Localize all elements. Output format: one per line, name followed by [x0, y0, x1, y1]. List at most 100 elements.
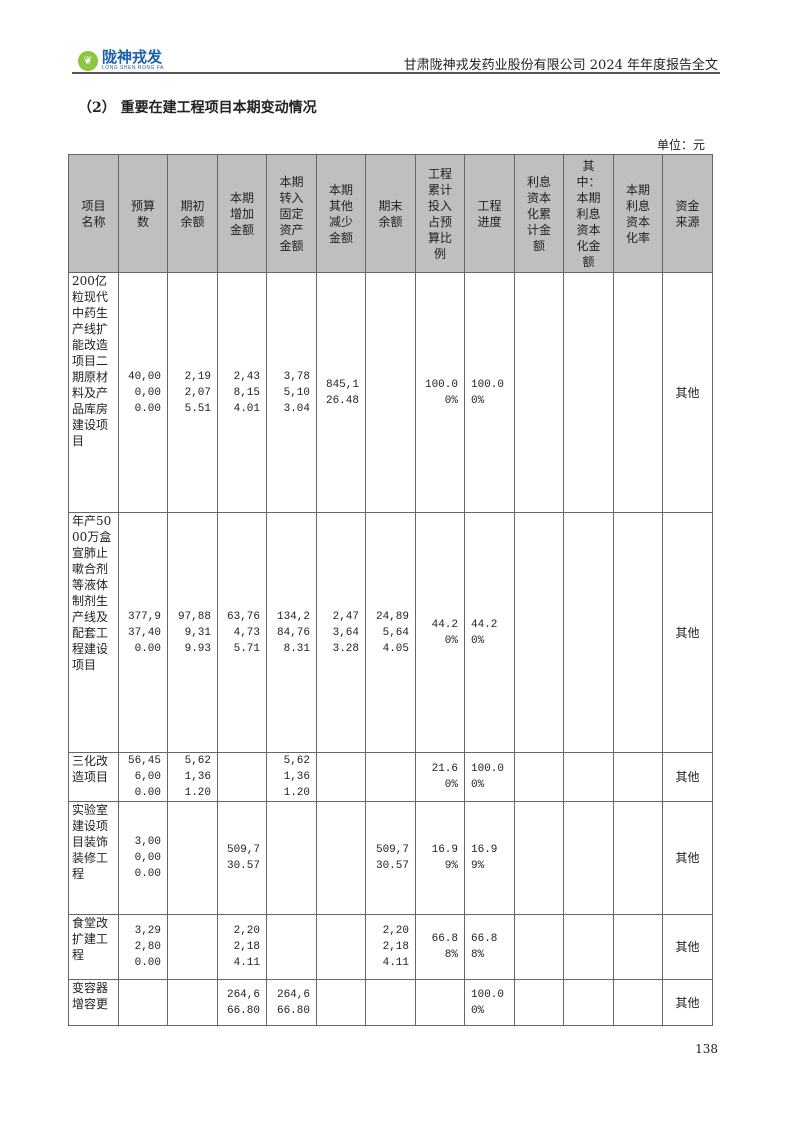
column-header: 本期转入固定资产金额 — [266, 154, 317, 273]
table-cell — [316, 914, 366, 980]
table-row: 变容器增容更 264,666.80 264,666.80 100.00% 其他 — [68, 979, 713, 1026]
document-title: 甘肃陇神戎发药业股份有限公司 2024 年年度报告全文 — [403, 58, 718, 73]
column-header: 工程累计投入占预算比例 — [415, 154, 465, 273]
table-row: 200亿粒现代中药生产线扩能改造项目二期原材料及产品库房建设项目 40,000,0… — [68, 272, 713, 513]
table-cell: 509,730.57 — [217, 801, 267, 915]
table-cell — [514, 914, 564, 980]
table-cell — [514, 272, 564, 513]
table-cell: 21.60% — [415, 752, 465, 802]
table-cell — [316, 979, 366, 1026]
column-header: 本期其他减少金额 — [316, 154, 366, 273]
table-cell — [167, 801, 218, 915]
logo-icon: ❦ — [78, 50, 98, 71]
table-cell — [613, 801, 663, 915]
table-cell — [266, 914, 317, 980]
column-header: 工程进度 — [464, 154, 515, 273]
table-cell: 5,621,361.20 — [266, 752, 317, 802]
table-cell: 66.88% — [464, 914, 515, 980]
table-cell — [514, 512, 564, 753]
header-divider — [72, 72, 720, 74]
column-header: 期初余额 — [167, 154, 218, 273]
table-cell: 其他 — [662, 272, 713, 513]
table-cell — [563, 979, 614, 1026]
table-cell — [316, 801, 366, 915]
table-cell — [563, 914, 614, 980]
table-cell — [514, 979, 564, 1026]
table-cell — [415, 979, 465, 1026]
table-cell: 845,126.48 — [316, 272, 366, 513]
column-header: 其中：本期利息资本化金额 — [563, 154, 614, 273]
table-cell: 44.20% — [415, 512, 465, 753]
table-cell — [563, 752, 614, 802]
table-cell: 40,000,000.00 — [118, 272, 168, 513]
table-cell — [266, 801, 317, 915]
table-cell — [613, 752, 663, 802]
unit-label: 单位：元 — [656, 138, 705, 152]
table-cell — [167, 979, 218, 1026]
table-cell: 年产5000万盒宣肺止嗽合剂等液体制剂生产线及配套工程建设项目 — [68, 512, 119, 753]
table-cell: 44.20% — [464, 512, 515, 753]
table-cell: 2,202,184.11 — [217, 914, 267, 980]
table-cell: 509,730.57 — [365, 801, 416, 915]
table-cell: 100.00% — [464, 752, 515, 802]
column-header: 预算数 — [118, 154, 168, 273]
table-header-row: 项目名称 预算数 期初余额 本期增加金额 本期转入固定资产金额 本期其他减少金额 期末余额工… — [68, 154, 713, 273]
table-cell: 其他 — [662, 752, 713, 802]
table-cell — [563, 272, 614, 513]
table-cell — [316, 752, 366, 802]
table-cell — [514, 801, 564, 915]
table-cell — [365, 272, 416, 513]
table-cell: 食堂改扩建工程 — [68, 914, 119, 980]
table-cell — [514, 752, 564, 802]
table-cell — [613, 979, 663, 1026]
column-header: 项目名称 — [68, 154, 119, 273]
construction-projects-table: 项目名称 预算数 期初余额 本期增加金额 本期转入固定资产金额 本期其他减少金额 期末余额工… — [68, 154, 713, 1026]
column-header: 本期利息资本化率 — [613, 154, 663, 273]
table-cell — [217, 752, 267, 802]
table-cell: 2,192,075.51 — [167, 272, 218, 513]
table-cell: 264,666.80 — [266, 979, 317, 1026]
page-number: 138 — [695, 1042, 718, 1056]
table-row: 食堂改扩建工程 3,292,800.00 2,202,184.11 2,202,184… — [68, 914, 713, 980]
table-cell: 16.99% — [464, 801, 515, 915]
table-cell: 100.00% — [464, 272, 515, 513]
table-cell — [563, 801, 614, 915]
table-cell: 264,666.80 — [217, 979, 267, 1026]
logo-text: 陇神戎发 — [102, 48, 163, 66]
table-cell: 134,284,768.31 — [266, 512, 317, 753]
column-header: 利息资本化累计金额 — [514, 154, 564, 273]
table-cell — [613, 512, 663, 753]
table-cell: 63,764,735.71 — [217, 512, 267, 753]
table-cell: 三化改造项目 — [68, 752, 119, 802]
table-cell — [613, 914, 663, 980]
table-cell: 24,895,644.05 — [365, 512, 416, 753]
table-cell — [365, 752, 416, 802]
table-cell: 2,473,643.28 — [316, 512, 366, 753]
column-header: 本期增加金额 — [217, 154, 267, 273]
table-cell: 3,000,000.00 — [118, 801, 168, 915]
table-cell — [167, 914, 218, 980]
table-cell: 实验室建设项目装饰装修工程 — [68, 801, 119, 915]
table-cell: 97,889,319.93 — [167, 512, 218, 753]
table-row: 三化改造项目 56,456,000.00 5,621,361.20 5,621,361… — [68, 752, 713, 802]
logo-subtext: LONG SHEN RONG FA — [102, 65, 164, 71]
table-cell: 5,621,361.20 — [167, 752, 218, 802]
table-cell: 2,438,154.01 — [217, 272, 267, 513]
table-row: 年产5000万盒宣肺止嗽合剂等液体制剂生产线及配套工程建设项目 377,937,4… — [68, 512, 713, 753]
table-cell: 100.00% — [464, 979, 515, 1026]
column-header: 资金来源 — [662, 154, 713, 273]
table-cell: 其他 — [662, 512, 713, 753]
table-cell — [563, 512, 614, 753]
table-cell: 其他 — [662, 914, 713, 980]
table-cell: 其他 — [662, 979, 713, 1026]
table-cell — [613, 272, 663, 513]
table-cell: 3,292,800.00 — [118, 914, 168, 980]
table-cell: 200亿粒现代中药生产线扩能改造项目二期原材料及产品库房建设项目 — [68, 272, 119, 513]
table-cell: 其他 — [662, 801, 713, 915]
table-cell: 3,785,103.04 — [266, 272, 317, 513]
table-cell: 66.88% — [415, 914, 465, 980]
table-cell: 377,937,400.00 — [118, 512, 168, 753]
table-cell — [365, 979, 416, 1026]
section-title: （2） 重要在建工程项目本期变动情况 — [78, 100, 317, 116]
table-cell — [118, 979, 168, 1026]
